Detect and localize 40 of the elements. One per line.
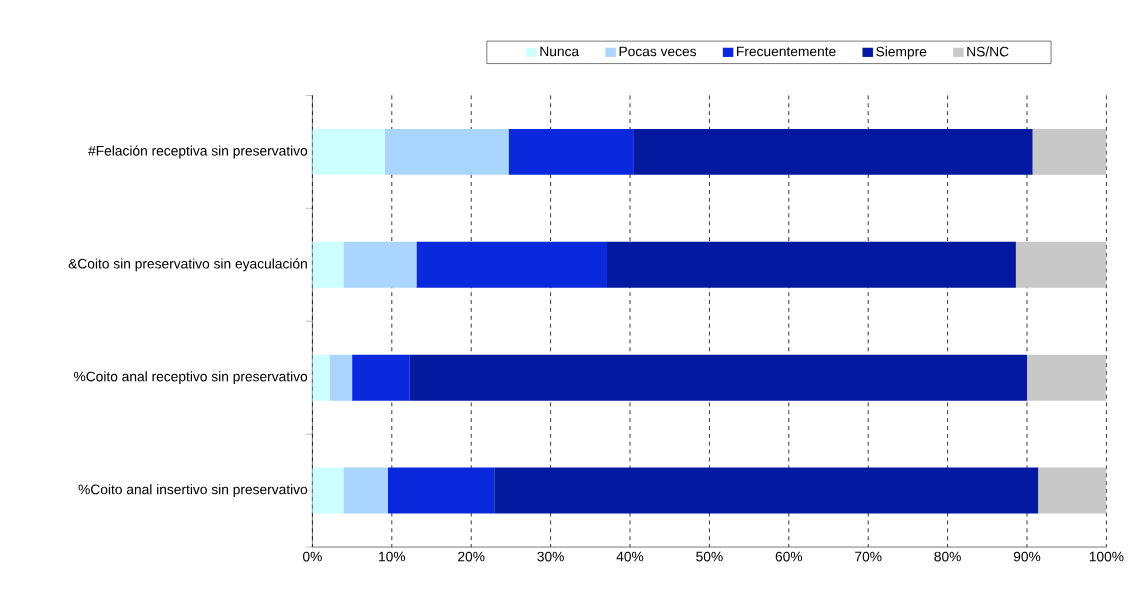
bar [633, 128, 1033, 175]
legend-label: Nunca [540, 46, 580, 57]
bar [606, 241, 1016, 288]
legend-label: NS/NC [967, 46, 1009, 57]
x-tick-label: 30% [537, 551, 564, 562]
y-tick-label: %Coito anal receptivo sin preservativo [73, 371, 308, 384]
bar [409, 354, 1027, 401]
bar [1027, 354, 1107, 401]
bar [1038, 467, 1107, 514]
x-tick-label: 50% [696, 551, 723, 562]
x-tick-label: 10% [379, 551, 406, 562]
y-tick-label: &Coito sin preservativo sin eyaculación [68, 258, 307, 272]
bar [494, 467, 1039, 514]
bar [312, 241, 344, 288]
bar [343, 241, 417, 288]
bar [343, 467, 388, 514]
x-tick-label: 80% [934, 551, 961, 562]
y-tick-label: %Coito anal insertivo sin preservativo [78, 484, 308, 497]
bar [384, 128, 509, 175]
y-tick-label: #Felación receptiva sin preservativo [88, 145, 308, 159]
x-tick-label: 0% [302, 551, 322, 562]
bar [312, 467, 344, 514]
bar [352, 354, 410, 401]
bar [329, 354, 353, 401]
bar [416, 241, 607, 288]
bar [312, 128, 385, 175]
x-tick-label: 90% [1013, 551, 1041, 562]
legend-label: Siempre [876, 46, 927, 60]
x-tick-label: 40% [616, 551, 644, 562]
x-tick-label: 20% [458, 551, 485, 562]
x-tick-label: 60% [775, 551, 803, 562]
bar [1015, 241, 1107, 288]
x-tick-label: 70% [855, 551, 882, 562]
bar [508, 128, 634, 175]
bar [312, 354, 330, 401]
legend-label: Frecuentemente [737, 46, 836, 57]
bar [1032, 128, 1107, 175]
legend-label: Pocas veces [619, 46, 697, 57]
x-tick-label: 100% [1089, 551, 1124, 562]
bar [387, 467, 495, 514]
